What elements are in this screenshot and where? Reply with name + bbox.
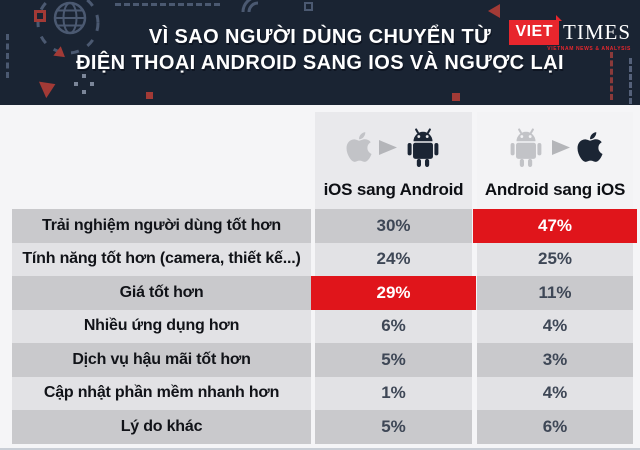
logo-tagline: VIETNAM NEWS & ANALYSIS	[547, 46, 631, 52]
android-to-ios-icons	[507, 124, 603, 170]
row-label: Nhiều ứng dụng hơn	[12, 309, 311, 343]
value-android-to-ios: 11%	[477, 276, 633, 310]
triangle-decoration	[38, 75, 60, 99]
ios-to-android-icons	[346, 124, 442, 170]
row-label: Lý do khác	[12, 410, 311, 444]
dots-decoration	[82, 82, 86, 86]
square-decoration	[452, 93, 460, 101]
row-label: Tính năng tốt hơn (camera, thiết kế...)	[12, 242, 311, 276]
column-header-ios-to-android: iOS sang Android	[315, 112, 472, 209]
apple-icon	[346, 132, 372, 162]
header-banner: VÌ SAO NGƯỜI DÙNG CHUYỂN TỪ ĐIỆN THOẠI A…	[0, 0, 640, 105]
square-decoration	[34, 10, 46, 22]
page-title: VÌ SAO NGƯỜI DÙNG CHUYỂN TỪ ĐIỆN THOẠI A…	[0, 24, 640, 76]
dashed-line-decoration	[629, 58, 632, 104]
arrow-icon	[552, 139, 570, 155]
value-android-to-ios: 25%	[477, 242, 633, 276]
value-ios-to-android: 24%	[315, 242, 472, 276]
column-label: Android sang iOS	[484, 180, 626, 199]
dashed-line-decoration	[610, 52, 613, 100]
triangle-decoration	[488, 4, 500, 18]
value-android-to-ios: 6%	[477, 410, 633, 444]
row-label: Giá tốt hơn	[12, 276, 311, 310]
android-icon	[407, 128, 438, 167]
dashed-line-decoration	[115, 3, 220, 6]
arrow-icon	[378, 139, 397, 155]
value-android-to-ios: 4%	[477, 376, 633, 410]
title-line-2: ĐIỆN THOẠI ANDROID SANG IOS VÀ NGƯỢC LẠI	[76, 52, 564, 74]
value-ios-to-android: 1%	[315, 376, 472, 410]
value-ios-to-android: 5%	[315, 410, 472, 444]
row-label: Trải nghiệm người dùng tốt hơn	[12, 209, 311, 243]
row-label: Cập nhật phần mềm nhanh hơn	[12, 376, 311, 410]
square-decoration	[146, 92, 153, 99]
column-header-android-to-ios: Android sang iOS	[477, 112, 633, 209]
value-android-to-ios-highlighted: 47%	[473, 209, 637, 243]
dashed-line-decoration	[6, 34, 9, 78]
value-ios-to-android: 6%	[315, 309, 472, 343]
row-label: Dịch vụ hậu mãi tốt hơn	[12, 343, 311, 377]
wifi-icon	[240, 0, 268, 18]
comparison-table: iOS sang Android	[0, 105, 640, 450]
value-android-to-ios: 3%	[477, 343, 633, 377]
value-ios-to-android: 30%	[315, 209, 472, 243]
viettimes-logo: VIET TIMES VIETNAM NEWS & ANALYSIS	[509, 15, 631, 52]
apple-icon	[577, 132, 603, 162]
globe-icon	[28, 0, 108, 69]
column-label: iOS sang Android	[323, 180, 464, 199]
logo-viet-box: VIET	[509, 15, 562, 45]
value-android-to-ios: 4%	[477, 309, 633, 343]
title-line-1: VÌ SAO NGƯỜI DÙNG CHUYỂN TỪ	[148, 26, 492, 48]
bottom-border	[0, 448, 640, 450]
value-ios-to-android-highlighted: 29%	[311, 276, 476, 310]
value-ios-to-android: 5%	[315, 343, 472, 377]
android-icon	[510, 128, 542, 167]
square-decoration	[304, 2, 313, 11]
logo-times-text: TIMES	[563, 20, 631, 44]
